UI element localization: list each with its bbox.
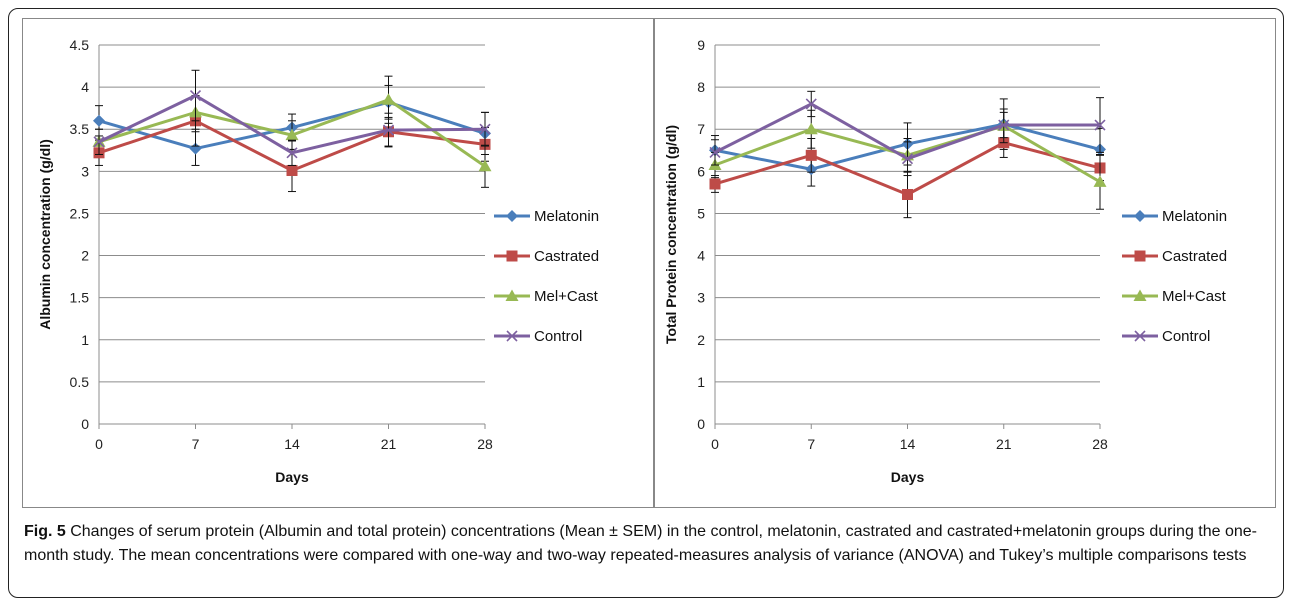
chart1-legend-label-control: Control xyxy=(534,328,582,345)
chart2-y-tick-label: 5 xyxy=(697,205,705,221)
chart1-x-tick-label: 0 xyxy=(95,436,103,452)
chart2-legend-item-mel-cast: Mel+Cast xyxy=(1122,288,1227,305)
chart1-legend-marker-melatonin xyxy=(506,210,518,222)
chart2-y-tick-label: 4 xyxy=(697,248,705,264)
chart1-y-tick-label: 3.5 xyxy=(70,121,90,137)
chart1-data-point-control xyxy=(93,136,105,148)
chart2-y-tick-label: 9 xyxy=(697,37,705,53)
chart1-legend-item-castrated: Castrated xyxy=(494,248,599,265)
chart1-y-tick-label: 2 xyxy=(81,248,89,264)
chart1-data-point-control xyxy=(286,147,298,159)
chart2-chart-border xyxy=(654,18,1276,508)
chart1-legend-marker-mel-cast xyxy=(505,289,519,301)
chart2-legend-label-control: Control xyxy=(1162,328,1210,345)
chart1-data-point-castrated xyxy=(286,164,298,176)
chart1-data-point-melatonin xyxy=(189,142,202,155)
chart2-data-point-control xyxy=(1094,119,1106,131)
chart1-legend-item-control: Control xyxy=(494,328,582,345)
chart1-y-tick-label: 0.5 xyxy=(70,374,90,390)
chart1-x-tick-label: 21 xyxy=(381,436,397,452)
chart2-y-tick-label: 8 xyxy=(697,79,705,95)
caption-text: Changes of serum protein (Albumin and to… xyxy=(24,523,1257,564)
chart2-x-tick-label: 21 xyxy=(996,436,1012,452)
chart1-legend-marker-castrated xyxy=(506,250,518,262)
chart1-legend-label-mel-cast: Mel+Cast xyxy=(534,288,599,305)
chart2-y-tick-label: 1 xyxy=(697,374,705,390)
chart1-legend-item-mel-cast: Mel+Cast xyxy=(494,288,599,305)
figure-caption: Fig. 5 Changes of serum protein (Albumin… xyxy=(24,520,1274,568)
chart2-x-tick-label: 0 xyxy=(711,436,719,452)
chart1-data-point-melatonin xyxy=(93,114,105,127)
chart1-series-control xyxy=(93,69,491,166)
albumin-chart: 0 0.5 1 1.5 2 2.5 3 3.5 4 4.5 0 7 14 21 28 Days Albumin … xyxy=(22,18,654,508)
chart2-data-point-control xyxy=(709,146,721,158)
chart2-legend-marker-control xyxy=(1134,330,1146,342)
chart1-data-point-mel-cast xyxy=(382,93,395,105)
chart1-y-tick-label: 0 xyxy=(81,416,89,432)
chart2-legend-label-castrated: Castrated xyxy=(1162,248,1227,265)
chart1-y-tick-label: 2.5 xyxy=(70,205,90,221)
chart1-y-tick-label: 1 xyxy=(81,332,89,348)
chart2-legend-item-castrated: Castrated xyxy=(1122,248,1227,265)
chart2-x-tick-label: 14 xyxy=(900,436,916,452)
chart1-y-axis-title: Albumin concentration (g/dl) xyxy=(37,139,53,330)
chart2-legend-item-control: Control xyxy=(1122,328,1210,345)
chart2-data-point-control xyxy=(901,153,914,165)
chart1-data-point-control xyxy=(189,89,202,102)
chart1-chart-border xyxy=(22,18,654,508)
chart2-y-tick-label: 3 xyxy=(697,290,705,306)
chart2-x-tick-label: 7 xyxy=(807,436,815,452)
chart2-legend-label-melatonin: Melatonin xyxy=(1162,208,1227,225)
total-protein-chart: 0 1 2 3 4 5 6 7 8 9 0 7 14 21 28 Days Total Protein conc… xyxy=(654,18,1276,508)
chart2-data-point-mel-cast xyxy=(1093,175,1107,187)
chart1-y-tick-label: 4 xyxy=(81,79,89,95)
chart2-y-tick-label: 2 xyxy=(697,332,705,348)
chart2-legend-marker-melatonin xyxy=(1134,210,1146,222)
chart2-data-point-mel-cast xyxy=(804,122,818,135)
chart2-legend-label-mel-cast: Mel+Cast xyxy=(1162,288,1227,305)
chart1-y-tick-label: 4.5 xyxy=(70,37,90,53)
chart2-data-point-castrated xyxy=(902,188,913,200)
chart1-x-tick-label: 14 xyxy=(284,436,300,452)
chart1-legend-label-castrated: Castrated xyxy=(534,248,599,265)
chart2-data-point-control xyxy=(805,98,817,110)
chart2-data-point-castrated xyxy=(805,149,817,161)
chart2-data-point-control xyxy=(998,119,1010,131)
chart1-x-axis-title: Days xyxy=(275,469,309,485)
chart1-x-tick-label: 28 xyxy=(477,436,493,452)
chart2-data-point-castrated xyxy=(709,178,721,190)
chart2-y-tick-label: 7 xyxy=(697,121,705,137)
chart2-x-axis-title: Days xyxy=(891,469,925,485)
chart2-y-tick-label: 6 xyxy=(697,163,705,179)
chart1-data-point-control xyxy=(382,124,395,136)
chart1-data-point-mel-cast xyxy=(285,128,299,141)
chart1-data-point-control xyxy=(479,123,491,135)
chart1-y-tick-label: 1.5 xyxy=(70,290,90,306)
chart1-legend-marker-control xyxy=(506,330,518,342)
figure-label: Fig. 5 xyxy=(24,523,66,540)
chart1-legend-label-melatonin: Melatonin xyxy=(534,208,599,225)
chart2-y-tick-label: 0 xyxy=(697,416,705,432)
chart1-x-tick-label: 7 xyxy=(192,436,200,452)
chart1-legend-item-melatonin: Melatonin xyxy=(494,208,599,225)
chart2-x-tick-label: 28 xyxy=(1092,436,1108,452)
figure-frame xyxy=(8,8,1284,598)
chart2-legend-marker-mel-cast xyxy=(1133,289,1147,301)
chart1-y-tick-label: 3 xyxy=(81,163,89,179)
chart1-data-point-mel-cast xyxy=(478,159,492,172)
chart2-legend-marker-castrated xyxy=(1134,250,1146,262)
chart2-y-axis-title: Total Protein concentration (g/dl) xyxy=(663,125,679,344)
chart2-series-control xyxy=(709,90,1106,177)
chart2-legend-item-melatonin: Melatonin xyxy=(1122,208,1227,225)
